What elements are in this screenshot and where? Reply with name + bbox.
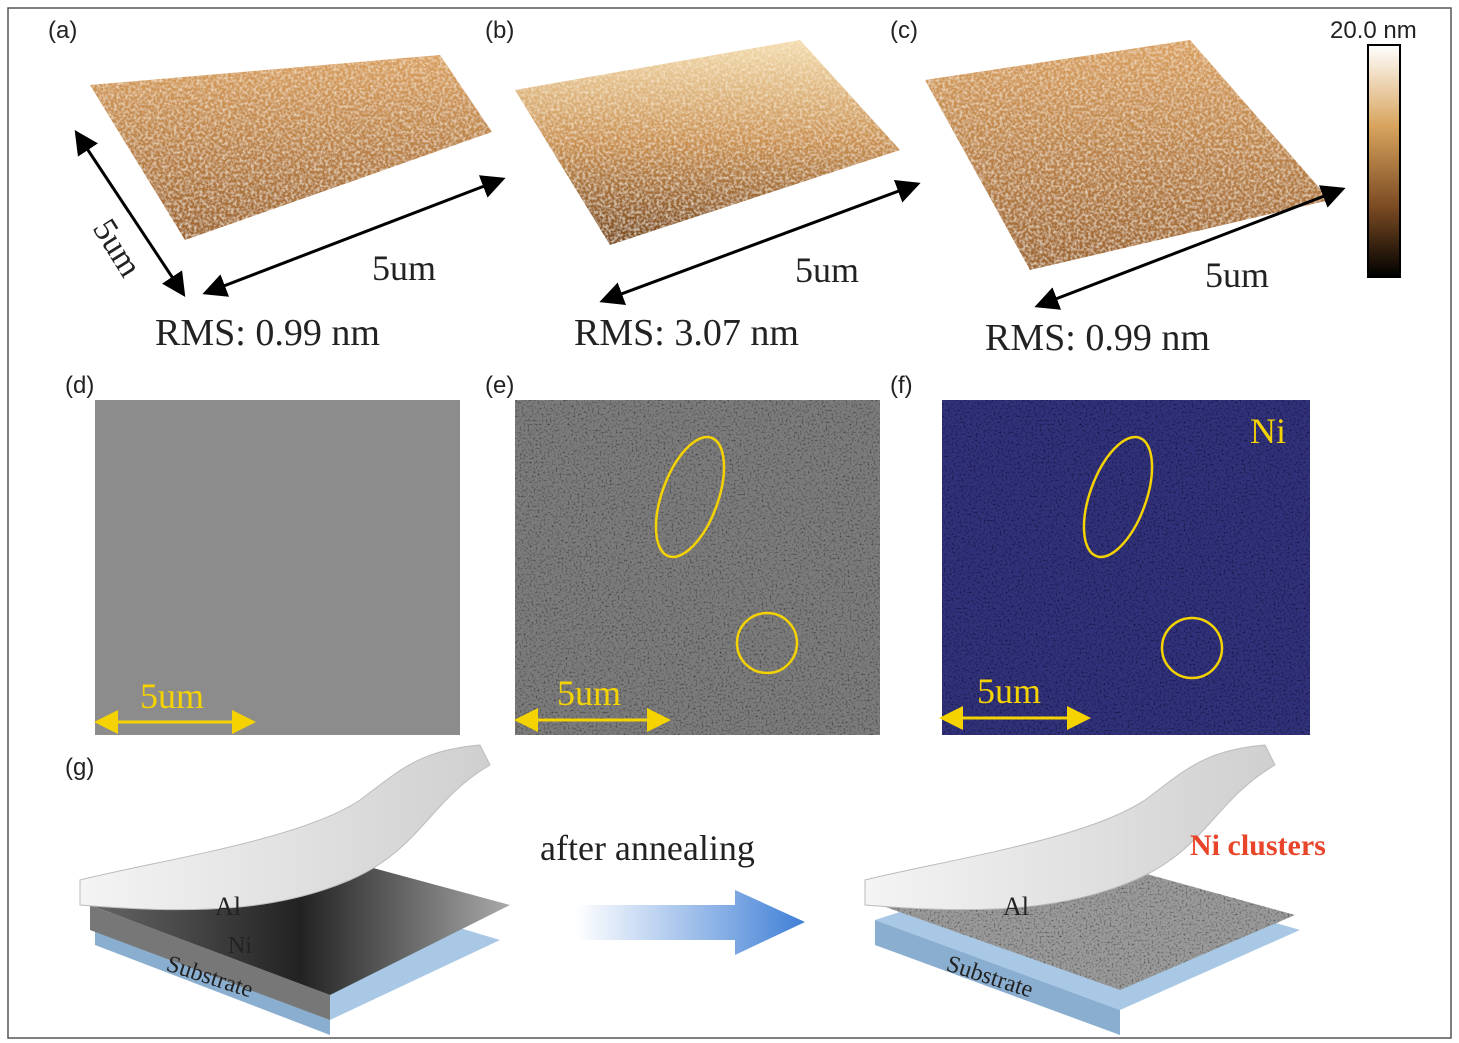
- panel-label: (c): [890, 17, 918, 44]
- scale-label: 5um: [140, 676, 204, 716]
- afm-surface: [515, 40, 900, 245]
- layer-label: Al: [215, 892, 241, 921]
- scale-label: 5um: [372, 248, 436, 288]
- layer-label: Ni: [228, 933, 252, 959]
- scale-label: 5um: [977, 671, 1041, 711]
- clusters-label: Ni clusters: [1190, 829, 1326, 862]
- colorbar: [1368, 45, 1400, 277]
- figure: (a) (b) (c) 5um 5um RMS: 0.99 nm 5um RMS…: [0, 0, 1459, 1043]
- rms-label: RMS: 0.99 nm: [985, 317, 1210, 359]
- page: (a) (b) (c) 5um 5um RMS: 0.99 nm 5um RMS…: [0, 0, 1459, 1043]
- layer-label: Al: [1003, 892, 1029, 921]
- process-label: after annealing: [540, 828, 755, 868]
- process-arrow: [575, 890, 805, 955]
- al-foil: [865, 745, 1275, 910]
- scale-label: 5um: [85, 213, 148, 284]
- panel-label: (f): [890, 372, 913, 399]
- element-label: Ni: [1250, 411, 1286, 451]
- panel-label: (a): [48, 17, 77, 44]
- panel-label: (b): [485, 17, 514, 44]
- panel-label: (d): [65, 372, 94, 399]
- panel-label: (g): [65, 754, 94, 781]
- afm-surface: [925, 40, 1330, 270]
- scale-label: 5um: [1205, 255, 1269, 295]
- panel-label: (e): [485, 372, 514, 399]
- rms-label: RMS: 3.07 nm: [574, 312, 799, 354]
- afm-surface: [90, 55, 492, 240]
- scale-label: 5um: [795, 250, 859, 290]
- scale-label: 5um: [557, 673, 621, 713]
- rms-label: RMS: 0.99 nm: [155, 312, 380, 354]
- colorbar-label: 20.0 nm: [1330, 17, 1417, 44]
